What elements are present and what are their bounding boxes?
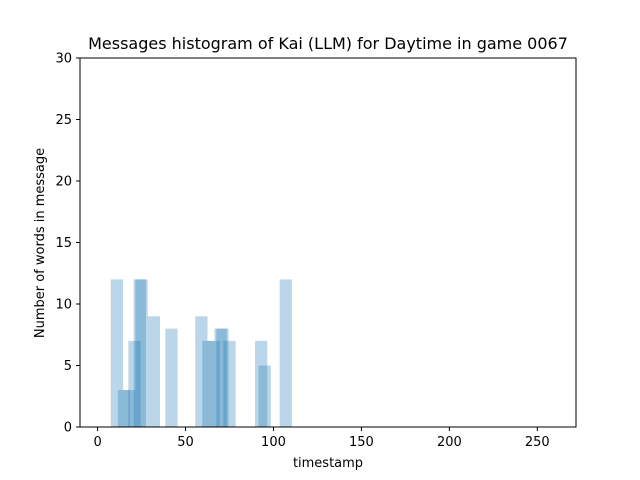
y-tick-label: 20	[55, 175, 72, 190]
x-tick-label: 150	[349, 435, 374, 450]
y-tick-label: 5	[64, 359, 72, 374]
bar-3	[128, 340, 141, 427]
bar-0	[110, 279, 124, 427]
bar-9	[202, 340, 215, 427]
y-axis-label: Number of words in message	[33, 148, 48, 338]
bar-11	[214, 328, 227, 427]
bar-6	[147, 316, 161, 427]
bar-12	[216, 328, 229, 427]
y-axis-ticks: 0 5 10 15 20 25 30	[55, 52, 80, 436]
bar-5	[135, 279, 148, 427]
bar-4	[133, 279, 146, 427]
x-tick-label: 100	[261, 435, 286, 450]
x-axis-label: timestamp	[293, 456, 363, 471]
bar-14	[255, 340, 268, 427]
y-tick-label: 15	[55, 236, 72, 251]
x-axis-ticks: 0 50 100 150 200 250	[93, 427, 550, 450]
x-tick-label: 250	[525, 435, 550, 450]
chart-title: Messages histogram of Kai (LLM) for Dayt…	[88, 34, 568, 53]
y-tick-label: 0	[64, 421, 72, 436]
x-tick-label: 200	[437, 435, 462, 450]
x-tick-label: 0	[93, 435, 101, 450]
bar-2	[123, 390, 136, 427]
x-tick-label: 50	[177, 435, 194, 450]
y-tick-label: 10	[55, 298, 72, 313]
bar-8	[195, 316, 208, 427]
y-tick-label: 30	[55, 52, 72, 67]
bar-1	[117, 390, 131, 427]
y-tick-label: 25	[55, 113, 72, 128]
bar-15	[258, 365, 271, 427]
bar-13	[223, 340, 236, 427]
bars-layer	[110, 279, 292, 427]
bar-7	[165, 328, 178, 427]
bar-10	[207, 340, 220, 427]
bar-16	[279, 279, 292, 427]
